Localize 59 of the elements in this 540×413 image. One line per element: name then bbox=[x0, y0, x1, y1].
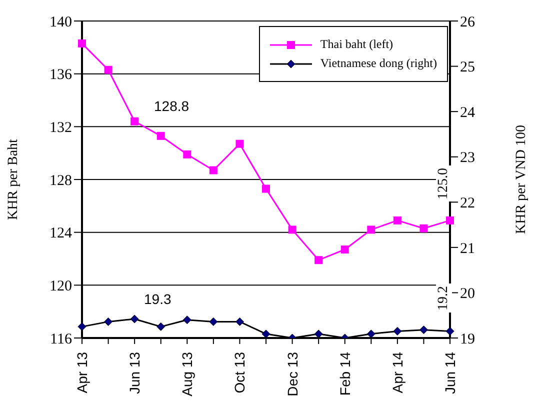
point bbox=[183, 150, 192, 158]
y2-tick-label: 21 bbox=[460, 240, 475, 257]
point bbox=[419, 326, 428, 334]
point bbox=[262, 330, 270, 338]
point bbox=[156, 322, 166, 331]
point bbox=[130, 314, 139, 324]
y-tick-label: 116 bbox=[50, 331, 72, 348]
x-tick-label: Apr 13 bbox=[74, 352, 90, 394]
legend-label: Thai baht (left) bbox=[320, 37, 394, 52]
y-tick-label: 136 bbox=[50, 67, 72, 84]
point bbox=[393, 326, 402, 336]
point bbox=[78, 39, 86, 48]
y2-tick-label: 25 bbox=[460, 60, 475, 76]
point bbox=[393, 216, 402, 224]
point bbox=[104, 66, 112, 74]
y2-tick-label: 24 bbox=[460, 104, 476, 121]
x-tick-label: Aug 13 bbox=[179, 352, 196, 396]
x-tick-label: Feb 14 bbox=[336, 352, 353, 396]
point bbox=[446, 326, 454, 336]
point bbox=[314, 256, 323, 264]
y2-tick-label: 20 bbox=[460, 286, 475, 302]
point bbox=[130, 117, 139, 126]
point bbox=[262, 184, 270, 193]
x-tick-label: Dec 13 bbox=[284, 352, 300, 396]
legend-label: Vietnamese dong (right) bbox=[320, 56, 437, 71]
annotation: 125.0 bbox=[436, 166, 452, 202]
point bbox=[209, 166, 218, 174]
point bbox=[366, 330, 376, 338]
annotation: 128.8 bbox=[153, 98, 190, 114]
x-tick-label: Apr 14 bbox=[389, 352, 406, 394]
x-tick-label: Oct 13 bbox=[232, 352, 248, 394]
annotation: 19.2 bbox=[436, 284, 452, 312]
point bbox=[314, 330, 323, 338]
annotation: 19.3 bbox=[142, 291, 174, 307]
x-tick-label: Jun 14 bbox=[442, 352, 458, 394]
point bbox=[209, 317, 218, 326]
point bbox=[78, 322, 86, 331]
point bbox=[446, 216, 454, 224]
y-tick-label: 132 bbox=[50, 120, 72, 136]
y-tick-label: 140 bbox=[50, 14, 72, 30]
y-tick-label: 120 bbox=[50, 278, 72, 294]
y2-tick-label: 22 bbox=[460, 195, 475, 212]
point bbox=[182, 316, 192, 324]
point bbox=[156, 132, 165, 140]
point bbox=[340, 246, 349, 254]
point bbox=[104, 317, 113, 326]
y2-tick-label: 26 bbox=[460, 14, 476, 30]
y-tick-label: 128 bbox=[50, 172, 72, 189]
y-tick-label: 124 bbox=[50, 226, 72, 242]
x-tick-label: Jun 13 bbox=[126, 352, 143, 394]
y2-tick-label: 19 bbox=[460, 331, 475, 348]
point bbox=[235, 317, 244, 326]
y2-tick-label: 23 bbox=[460, 150, 475, 166]
point bbox=[367, 226, 376, 234]
y-axis-title: KHR per Baht bbox=[6, 138, 21, 220]
point bbox=[288, 226, 296, 234]
y2-axis-title: KHR per VND 100 bbox=[514, 124, 529, 234]
point bbox=[236, 140, 244, 148]
point bbox=[420, 224, 428, 232]
